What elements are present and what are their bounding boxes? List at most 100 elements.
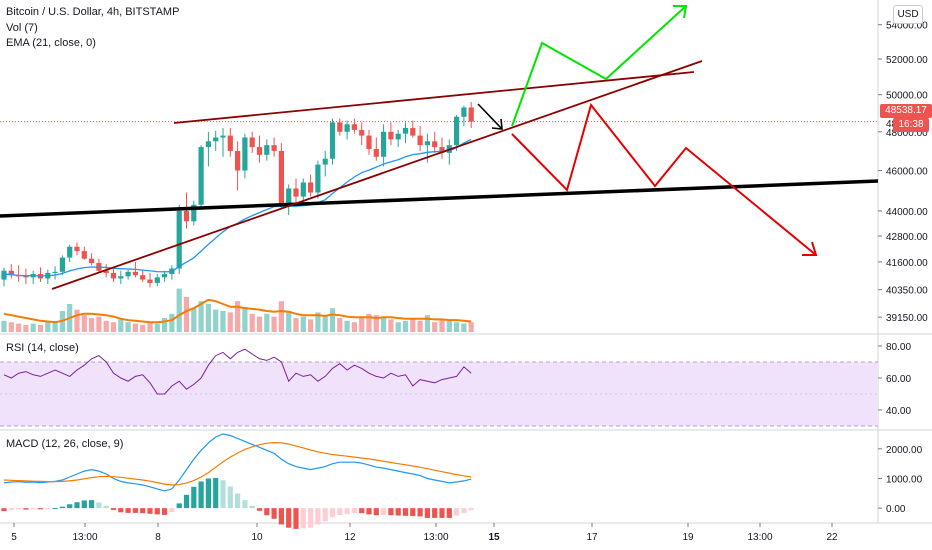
macd-histogram-bar <box>132 508 138 513</box>
candle-body <box>468 107 474 122</box>
wedge-upper-line <box>173 71 695 124</box>
volume-bar <box>359 318 365 332</box>
volume-bar <box>96 316 102 332</box>
time-axis-label: 12 <box>344 532 356 543</box>
legend-macd[interactable]: MACD (12, 26, close, 9) <box>6 438 124 450</box>
volume-bar <box>81 315 87 332</box>
candle-body <box>402 128 409 134</box>
volume-bar <box>1 320 7 332</box>
volume-bar <box>110 322 117 332</box>
candle-body <box>118 276 124 279</box>
price-axis-label: 44000.00 <box>886 207 928 218</box>
volume-bar <box>242 306 248 332</box>
candle-body <box>59 257 65 272</box>
candle-body <box>366 135 372 150</box>
volume-bar <box>278 301 284 332</box>
macd-histogram-bar <box>242 500 248 509</box>
macd-histogram-bar <box>286 508 292 528</box>
macd-histogram-bar <box>162 508 168 515</box>
macd-histogram-bar <box>227 486 233 509</box>
time-axis-label: 19 <box>682 532 694 543</box>
volume-bar <box>344 320 350 332</box>
candle-body <box>242 137 248 171</box>
candle-body <box>351 124 357 130</box>
legend-main-symbol[interactable]: Bitcoin / U.S. Dollar, 4h, BITSTAMP <box>6 6 180 18</box>
candle-body <box>359 129 365 136</box>
volume-bar <box>271 316 277 332</box>
macd-histogram-bar <box>110 508 117 510</box>
volume-bar <box>191 308 197 332</box>
price-axis-label: 50000.00 <box>886 91 928 102</box>
candle-body <box>395 133 401 140</box>
volume-bar <box>366 313 372 332</box>
legend-ema[interactable]: EMA (21, close, 0) <box>6 37 96 49</box>
macd-histogram-bar <box>140 508 146 514</box>
time-axis-label: 17 <box>586 532 598 543</box>
volume-bar <box>249 313 255 332</box>
macd-histogram-bar <box>8 508 14 510</box>
macd-histogram-bar <box>23 508 29 510</box>
volume-bar <box>227 312 233 332</box>
macd-histogram-bar <box>410 508 416 517</box>
price-axis-label: 54000.00 <box>886 21 928 32</box>
candle-body <box>110 272 117 279</box>
volume-bar <box>373 315 379 332</box>
volume-bar <box>286 311 292 332</box>
volume-bar <box>205 304 211 332</box>
candle-body <box>176 210 182 269</box>
currency-button[interactable]: USD <box>893 5 923 24</box>
time-axis-label: 13:00 <box>747 532 772 543</box>
rsi-axis-label: 60.00 <box>886 374 911 385</box>
volume-bar <box>388 319 394 332</box>
volume-bar <box>329 308 336 332</box>
candle-body <box>410 128 416 136</box>
volume-bar <box>103 320 109 332</box>
candle-body <box>125 271 131 277</box>
price-axis-label: 41600.00 <box>886 258 928 269</box>
volume-bar <box>125 322 131 332</box>
candle-body <box>454 116 460 146</box>
candle-body <box>140 275 146 280</box>
candle-body <box>8 270 14 276</box>
time-axis-label: 5 <box>11 532 17 543</box>
macd-histogram-bar <box>315 508 321 525</box>
volume-bar <box>351 322 357 332</box>
volume-bar <box>132 323 138 332</box>
candle-body <box>293 188 299 197</box>
macd-histogram-bar <box>169 508 175 512</box>
volume-bar <box>37 325 44 332</box>
volume-bar <box>30 323 36 332</box>
volume-bar <box>300 316 306 332</box>
volume-bar <box>439 319 445 332</box>
rsi-axis-label: 40.00 <box>886 406 911 417</box>
volume-bar <box>256 316 263 332</box>
candle-body <box>278 150 284 207</box>
legend-volume[interactable]: Vol (7) <box>6 22 38 34</box>
candle-body <box>337 122 343 132</box>
legend-rsi[interactable]: RSI (14, close) <box>6 342 79 354</box>
macd-line <box>3 433 472 492</box>
macd-histogram-bar <box>468 508 474 511</box>
volume-bar <box>293 318 299 332</box>
candle-body <box>1 270 7 280</box>
volume-bar <box>176 288 182 332</box>
macd-histogram-bar <box>366 508 372 515</box>
volume-bar <box>395 322 401 332</box>
candle-body <box>461 107 467 117</box>
volume-bar <box>417 320 423 332</box>
macd-histogram-bar <box>74 502 80 509</box>
macd-histogram-bar <box>300 508 306 529</box>
countdown-label: 16:38 <box>893 118 929 132</box>
macd-histogram-bar <box>278 508 284 525</box>
macd-histogram-bar <box>417 508 423 517</box>
macd-histogram-bar <box>198 481 204 509</box>
bullish-projection-path <box>511 5 687 127</box>
macd-histogram-bar <box>16 508 22 510</box>
volume-bar <box>89 318 95 332</box>
candle-body <box>198 147 204 205</box>
macd-histogram-bar <box>381 508 387 515</box>
macd-histogram-bar <box>103 505 109 509</box>
macd-histogram-bar <box>235 493 241 509</box>
candle-body <box>67 246 73 258</box>
